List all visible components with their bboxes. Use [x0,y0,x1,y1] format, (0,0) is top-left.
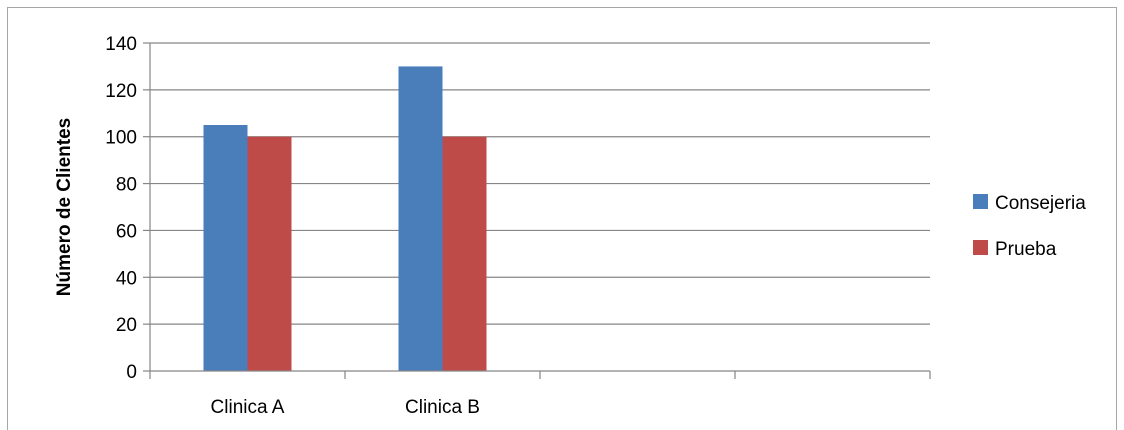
legend-label: Consejeria [995,193,1086,214]
y-tick-label: 100 [105,128,137,149]
bar-consejeria [398,66,443,371]
bar-prueba [247,136,292,371]
legend-swatch [973,194,988,209]
y-axis-title: Número de Clientes [54,118,75,296]
y-tick-label: 60 [116,221,137,242]
tick-labels: 0 20 40 60 80 100 120 140 Clinica A Clinica B [105,34,480,418]
y-tick-label: 120 [105,81,137,102]
y-tick-label: 80 [116,175,137,196]
y-tick-label: 0 [126,362,137,383]
bar-prueba [442,136,487,371]
axes [143,42,931,379]
bar-consejeria [203,125,248,371]
x-tick-label: Clinica A [211,397,285,418]
legend: Consejeria Prueba [973,193,1086,260]
legend-swatch [973,240,988,255]
legend-label: Prueba [995,239,1057,260]
y-tick-label: 20 [116,315,137,336]
bars [203,66,487,371]
y-tick-label: 140 [105,34,137,55]
x-tick-label: Clinica B [405,397,480,418]
chart-frame [7,7,1117,430]
y-tick-label: 40 [116,268,137,289]
